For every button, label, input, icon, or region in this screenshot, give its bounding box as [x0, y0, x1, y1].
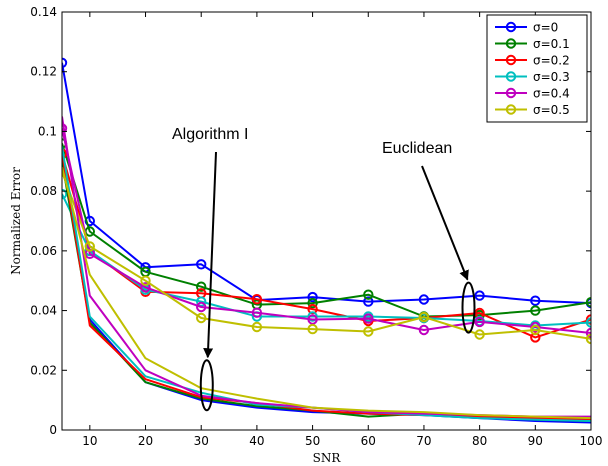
data-point — [251, 307, 263, 318]
y-tick-label: 0.08 — [30, 184, 57, 198]
legend: σ=0 σ=0.1 σ=0.2 σ=0.3 σ=0.4 σ=0.5 — [486, 14, 588, 123]
x-tick-label: 100 — [580, 434, 603, 448]
data-point — [474, 329, 485, 340]
y-axis-label: Normalized Error — [9, 167, 23, 275]
data-point — [307, 297, 318, 309]
legend-box — [486, 14, 588, 123]
data-point — [307, 323, 318, 335]
data-point — [62, 57, 68, 68]
data-point — [474, 316, 485, 328]
data-point — [530, 305, 541, 316]
data-point — [307, 291, 318, 303]
series-line — [62, 153, 591, 339]
plot-frame — [61, 11, 592, 431]
series-layer — [62, 57, 591, 424]
x-tick-label: 20 — [138, 434, 153, 448]
legend-swatch-marker — [505, 21, 517, 33]
data-point — [62, 148, 68, 159]
y-tick-label: 0.1 — [38, 124, 57, 138]
annotation-ellipse — [199, 359, 214, 412]
data-point — [196, 281, 207, 292]
data-point — [196, 296, 207, 307]
annotation-ellipse — [461, 281, 476, 334]
data-point — [363, 289, 374, 300]
legend-swatch-marker — [505, 71, 517, 82]
y-tick-label: 0.12 — [30, 65, 57, 79]
x-tick-label: 60 — [361, 434, 376, 448]
x-tick-label: 30 — [194, 434, 209, 448]
annotation-arrow — [421, 165, 469, 281]
legend-label: σ=0.4 — [533, 87, 570, 101]
x-tick-label: 40 — [249, 434, 264, 448]
annotation-arrow — [203, 151, 217, 359]
data-point — [530, 324, 541, 336]
data-point — [363, 326, 374, 337]
data-point — [196, 312, 207, 324]
legend-label: σ=0 — [533, 21, 558, 35]
legend-swatch-marker — [505, 54, 517, 66]
data-point — [418, 294, 430, 305]
data-point — [363, 313, 374, 324]
x-tick-label: 70 — [416, 434, 431, 448]
data-point — [140, 275, 151, 286]
data-point — [530, 295, 541, 306]
y-tick-label: 0.02 — [30, 363, 57, 377]
legend-swatch-marker — [505, 104, 517, 115]
data-point — [363, 296, 374, 307]
legend-label: σ=0.2 — [533, 54, 570, 68]
annotation-layer: Algorithm I Euclidean — [172, 126, 476, 412]
x-tick-label: 90 — [528, 434, 543, 448]
data-point — [530, 332, 541, 343]
x-tick-label: 80 — [472, 434, 487, 448]
data-point — [196, 259, 207, 270]
y-tick-label: 0.04 — [30, 304, 57, 318]
data-point — [474, 290, 485, 301]
series-line — [62, 143, 591, 318]
data-point — [307, 314, 318, 325]
y-tick-label: 0 — [49, 423, 57, 437]
annotation-label: Euclidean — [382, 140, 452, 157]
legend-label: σ=0.1 — [533, 37, 570, 51]
y-tick-label: 0.06 — [30, 244, 57, 258]
series-line — [62, 62, 591, 305]
legend-label: σ=0.5 — [533, 103, 570, 117]
x-tick-label: 50 — [305, 434, 320, 448]
x-axis-label: SNR — [313, 451, 342, 465]
legend-swatch-marker — [505, 38, 517, 49]
series-line — [62, 128, 591, 334]
legend-label: σ=0.3 — [533, 70, 570, 84]
annotation-label: Algorithm I — [172, 126, 248, 143]
data-point — [140, 282, 151, 293]
x-tick-label: 10 — [82, 434, 97, 448]
series-line — [62, 152, 591, 421]
y-tick-label: 0.14 — [30, 5, 57, 19]
legend-swatch-marker — [505, 87, 517, 99]
data-point — [418, 324, 430, 336]
axes-layer: 10 20 30 40 50 60 70 80 90 100 0 0.02 0.04 0.06 0.08 0.… — [9, 5, 602, 465]
series-line — [62, 167, 591, 420]
data-point — [62, 188, 68, 200]
data-point — [251, 321, 263, 333]
data-point — [196, 301, 207, 313]
series-line — [62, 171, 591, 340]
data-point — [84, 241, 96, 252]
data-point — [62, 123, 68, 134]
data-point — [418, 311, 430, 323]
data-point — [251, 294, 263, 305]
